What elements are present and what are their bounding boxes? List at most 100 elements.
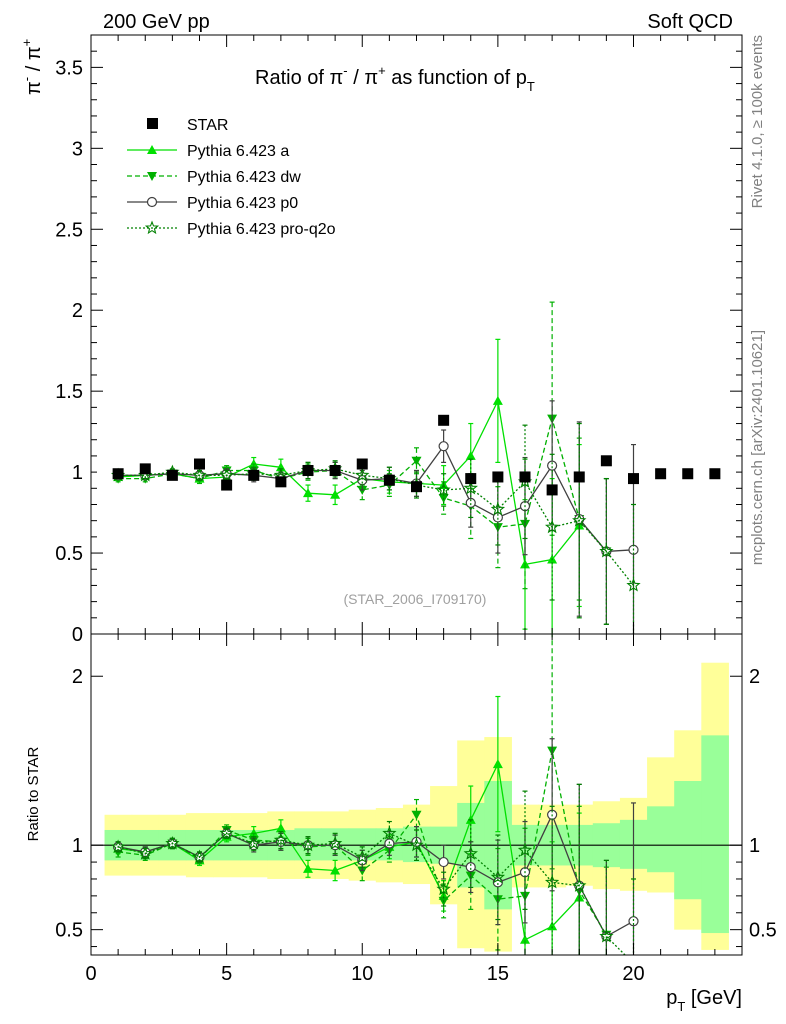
analysis-id-label: (STAR_2006_I709170) (344, 591, 487, 607)
ratio-data-point (544, 874, 560, 889)
x-tick-label: 5 (221, 963, 232, 985)
star-data-point (139, 463, 151, 475)
ratio-data-point (246, 836, 261, 850)
x-axis-label: pT [GeV] (666, 987, 742, 1014)
main-series-line (118, 398, 580, 566)
main-series-pythia-6-423-pro-q2o (110, 422, 641, 634)
ratio-y-tick-label-right: 0.5 (749, 920, 777, 942)
legend-marker-pythia-a (147, 145, 157, 154)
ratio-y-tick-labels: 0.5 0.5 1 1 2 2 (55, 666, 777, 941)
star-data-point (628, 473, 639, 485)
ratio-data-point (599, 928, 614, 943)
ratio-data-point (411, 810, 422, 820)
ratio-data-point (438, 856, 449, 868)
main-data-point (490, 501, 506, 516)
ratio-band-inner (647, 806, 675, 873)
main-data-point (465, 450, 476, 460)
legend-marker-pythia-dw (147, 172, 157, 181)
star-data-point (356, 458, 368, 470)
main-y-axis-label: π- / π+ (19, 39, 45, 95)
ratio-data-point (303, 863, 313, 873)
main-y-tick-labels: 0 0.5 1 1.5 2 2.5 3 3.5 (55, 57, 83, 646)
ratio-data-point (138, 846, 153, 860)
star-data-point (302, 464, 314, 476)
ratio-y-tick-label: 2 (72, 666, 83, 688)
ratio-y-axis-label: Ratio to STAR (25, 746, 42, 841)
x-tick-label: 0 (85, 963, 96, 985)
star-data-point (546, 484, 558, 496)
legend-entry-pythia-p0: Pythia 6.423 p0 (127, 195, 298, 212)
ratio-data-point (465, 862, 476, 873)
ratio-plot-area (91, 634, 742, 955)
main-data-point (599, 543, 614, 558)
ratio-series-line (117, 832, 626, 955)
ratio-y-tick-label: 0.5 (55, 920, 83, 942)
legend: STAR Pythia 6.423 a Pythia 6.423 dw Pyth… (127, 117, 336, 238)
legend-marker-pythia-pro-q2o (144, 220, 160, 235)
ratio-panel: 0.5 0.5 1 1 2 2 Ratio to STAR (25, 633, 777, 956)
main-data-point (219, 467, 234, 482)
main-series-line (118, 468, 635, 586)
ratio-y-tick-label-right: 2 (749, 666, 760, 688)
legend-entry-star: STAR (147, 117, 228, 134)
star-data-point (438, 414, 450, 426)
ratio-data-point (300, 837, 316, 852)
star-data-point (519, 471, 531, 483)
ratio-data-point (520, 934, 530, 944)
x-tick-label: 15 (487, 963, 509, 985)
ratio-data-point (547, 921, 558, 931)
star-data-point (655, 468, 667, 480)
main-axis-ticks (90, 34, 743, 635)
legend-entry-pythia-dw: Pythia 6.423 dw (127, 169, 301, 186)
main-y-tick-label: 3.5 (55, 57, 83, 79)
ratio-data-point (572, 878, 587, 892)
ratio-y-tick-label: 1 (72, 835, 83, 857)
legend-label-pythia-pro-q2o: Pythia 6.423 pro-q2o (187, 221, 336, 238)
ratio-data-point (463, 846, 478, 860)
ratio-data-point (275, 823, 286, 833)
main-data-point (438, 441, 449, 452)
star-data-point (275, 476, 287, 488)
collision-label: 200 GeV pp (103, 11, 210, 33)
main-data-point (355, 467, 370, 482)
star-data-point (166, 469, 178, 481)
ratio-data-point (490, 869, 506, 884)
main-y-tick-label: 2 (72, 300, 83, 322)
legend-label-pythia-p0: Pythia 6.423 p0 (187, 195, 298, 212)
category-label: Soft QCD (647, 11, 733, 33)
ratio-data-point (110, 839, 126, 853)
x-tick-label: 20 (622, 963, 644, 985)
legend-label-star: STAR (187, 117, 228, 134)
ratio-data-point (355, 849, 370, 864)
ratio-axis-ticks (90, 634, 743, 955)
legend-marker-pythia-p0 (146, 196, 158, 208)
ratio-band-inner (701, 735, 729, 934)
main-y-tick-label: 0 (72, 624, 83, 646)
star-data-point (411, 481, 422, 493)
ratio-data-point (219, 825, 234, 840)
legend-star-marker (147, 118, 158, 129)
main-y-tick-label: 0.5 (55, 543, 83, 565)
x-tick-labels: 0 5 10 15 20 (85, 963, 644, 985)
ratio-data-point (409, 837, 424, 852)
main-data-point (547, 460, 558, 471)
main-panel: 0 0.5 1 1.5 2 2.5 3 3.5 Ratio of π- / π+ as fun… (19, 34, 743, 646)
main-data-point (411, 456, 422, 466)
star-data-point (112, 468, 124, 480)
main-data-point (303, 488, 313, 498)
ratio-data-point (492, 877, 503, 888)
star-data-point (573, 471, 585, 483)
star-data-point (383, 474, 395, 486)
main-data-point (492, 395, 503, 405)
ratio-band-inner (674, 780, 702, 900)
star-data-point (248, 469, 260, 481)
ratio-data-point (382, 825, 397, 840)
ratio-data-point (192, 849, 207, 864)
ratio-data-point (492, 759, 503, 769)
legend-entry-pythia-pro-q2o: Pythia 6.423 pro-q2o (127, 220, 336, 238)
x-tick-label: 10 (351, 963, 373, 985)
star-data-point (194, 458, 205, 470)
main-y-tick-label: 2.5 (55, 219, 83, 241)
star-data-point (221, 479, 233, 491)
